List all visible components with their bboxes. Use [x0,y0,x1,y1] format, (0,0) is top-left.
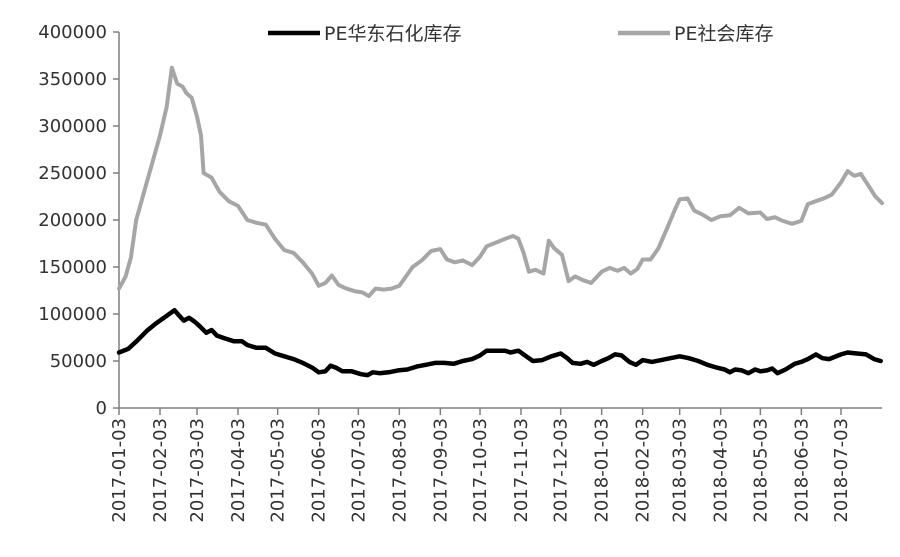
x-tick-label: 2017-04-03 [228,418,249,523]
y-tick-label: 0 [96,398,107,419]
y-tick-label: 100000 [38,304,107,325]
x-tick-label: 2018-07-03 [831,418,852,523]
x-tick-label: 2018-04-03 [711,418,732,523]
y-tick-label: 400000 [38,22,107,43]
x-tick-label: 2017-05-03 [268,418,289,523]
y-tick-label: 200000 [38,210,107,231]
series-layer [116,65,884,378]
x-tick-label: 2018-05-03 [750,418,771,523]
x-tick-label: 2017-07-03 [348,418,369,523]
series-line [116,307,883,378]
y-tick-label: 250000 [38,163,107,184]
legend-label: PE华东石化库存 [324,23,461,45]
x-tick-label: 2018-03-03 [670,418,691,523]
y-tick-label: 50000 [50,351,107,372]
x-tick-label: 2017-11-03 [511,418,532,523]
x-tick-label: 2017-03-03 [187,418,208,523]
x-tick-label: 2018-02-03 [633,418,654,523]
legend-label: PE社会库存 [674,23,773,45]
x-tick-label: 2017-09-03 [430,418,451,523]
y-tick-label: 350000 [38,69,107,90]
x-tick-label: 2017-06-03 [309,418,330,523]
x-axis: 2017-01-03 2017-02-03 2017-03-03 2017-04-03… [109,407,882,523]
x-tick-label: 2018-06-03 [791,418,812,523]
x-tick-label: 2017-08-03 [389,418,410,523]
x-tick-label: 2017-10-03 [470,418,491,523]
x-tick-label: 2018-01-03 [592,418,613,523]
x-tick-label: 2017-02-03 [150,418,171,523]
x-tick-label: 2017-01-03 [109,418,130,523]
series-line [117,65,884,299]
x-tick-label: 2017-12-03 [551,418,572,523]
y-tick-label: 150000 [38,257,107,278]
y-axis: 0 50000 100000 150000 200000 250000 300000 3500… [38,22,120,419]
legend: PE华东石化库存 PE社会库存 [268,23,773,45]
y-tick-label: 300000 [38,116,107,137]
